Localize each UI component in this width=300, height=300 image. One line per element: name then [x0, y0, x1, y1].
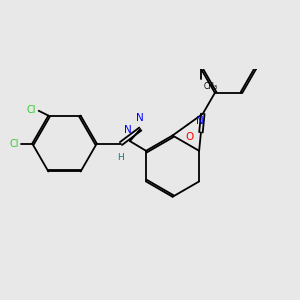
- Text: CH₃: CH₃: [204, 82, 218, 91]
- Text: N: N: [136, 113, 144, 123]
- Text: Cl: Cl: [27, 105, 36, 115]
- Text: N: N: [124, 125, 132, 135]
- Text: N: N: [196, 116, 204, 126]
- Text: H: H: [118, 153, 124, 162]
- Text: Cl: Cl: [9, 139, 19, 148]
- Text: O: O: [185, 132, 194, 142]
